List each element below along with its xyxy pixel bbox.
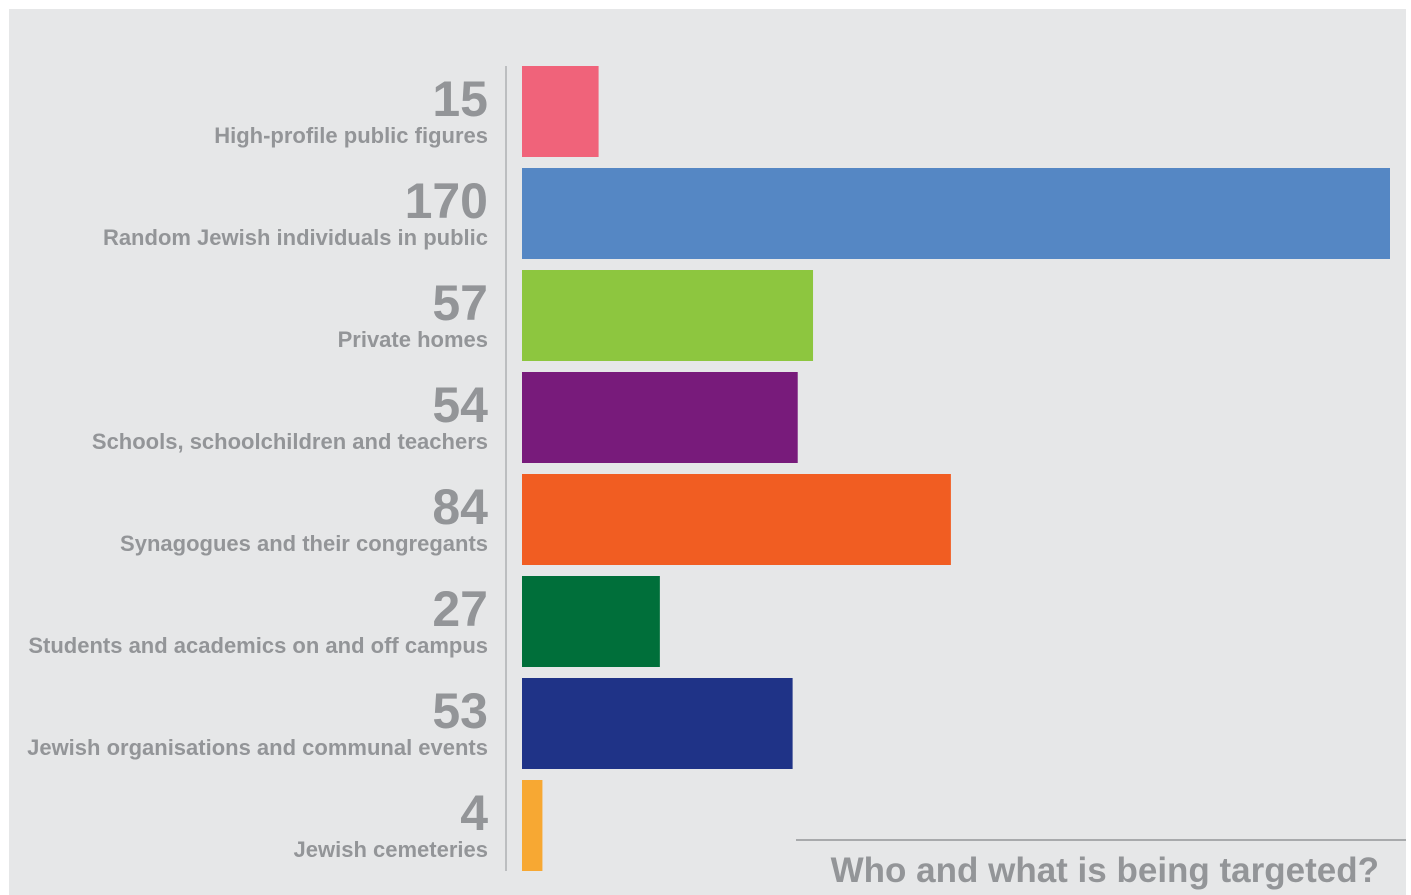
value-label: 27	[432, 581, 488, 637]
category-label: Jewish cemeteries	[294, 837, 488, 862]
category-label: Schools, schoolchildren and teachers	[92, 429, 488, 454]
category-label: High-profile public figures	[214, 123, 488, 148]
category-label: Synagogues and their congregants	[120, 531, 488, 556]
bar-jewish-cemeteries	[522, 780, 543, 871]
value-label: 15	[432, 71, 488, 127]
bar-random-jewish-individuals-in-public	[522, 168, 1390, 259]
category-label: Jewish organisations and communal events	[27, 735, 488, 760]
value-label: 84	[432, 479, 488, 535]
bar-private-homes	[522, 270, 814, 361]
chart-title: Who and what is being targeted?	[831, 851, 1379, 890]
bar-students-and-academics-on-and-off-campus	[522, 576, 660, 667]
category-label: Random Jewish individuals in public	[103, 225, 488, 250]
value-label: 170	[405, 173, 488, 229]
bar-schools-schoolchildren-and-teachers	[522, 372, 798, 463]
bar-synagogues-and-their-congregants	[522, 474, 951, 565]
value-label: 54	[432, 377, 488, 433]
category-label: Students and academics on and off campus	[28, 633, 488, 658]
value-label: 53	[432, 683, 488, 739]
bars	[522, 66, 1390, 871]
bar-high-profile-public-figures	[522, 66, 599, 157]
category-label: Private homes	[338, 327, 488, 352]
bar-jewish-organisations-and-communal-events	[522, 678, 793, 769]
value-label: 57	[432, 275, 488, 331]
value-label: 4	[460, 785, 488, 841]
